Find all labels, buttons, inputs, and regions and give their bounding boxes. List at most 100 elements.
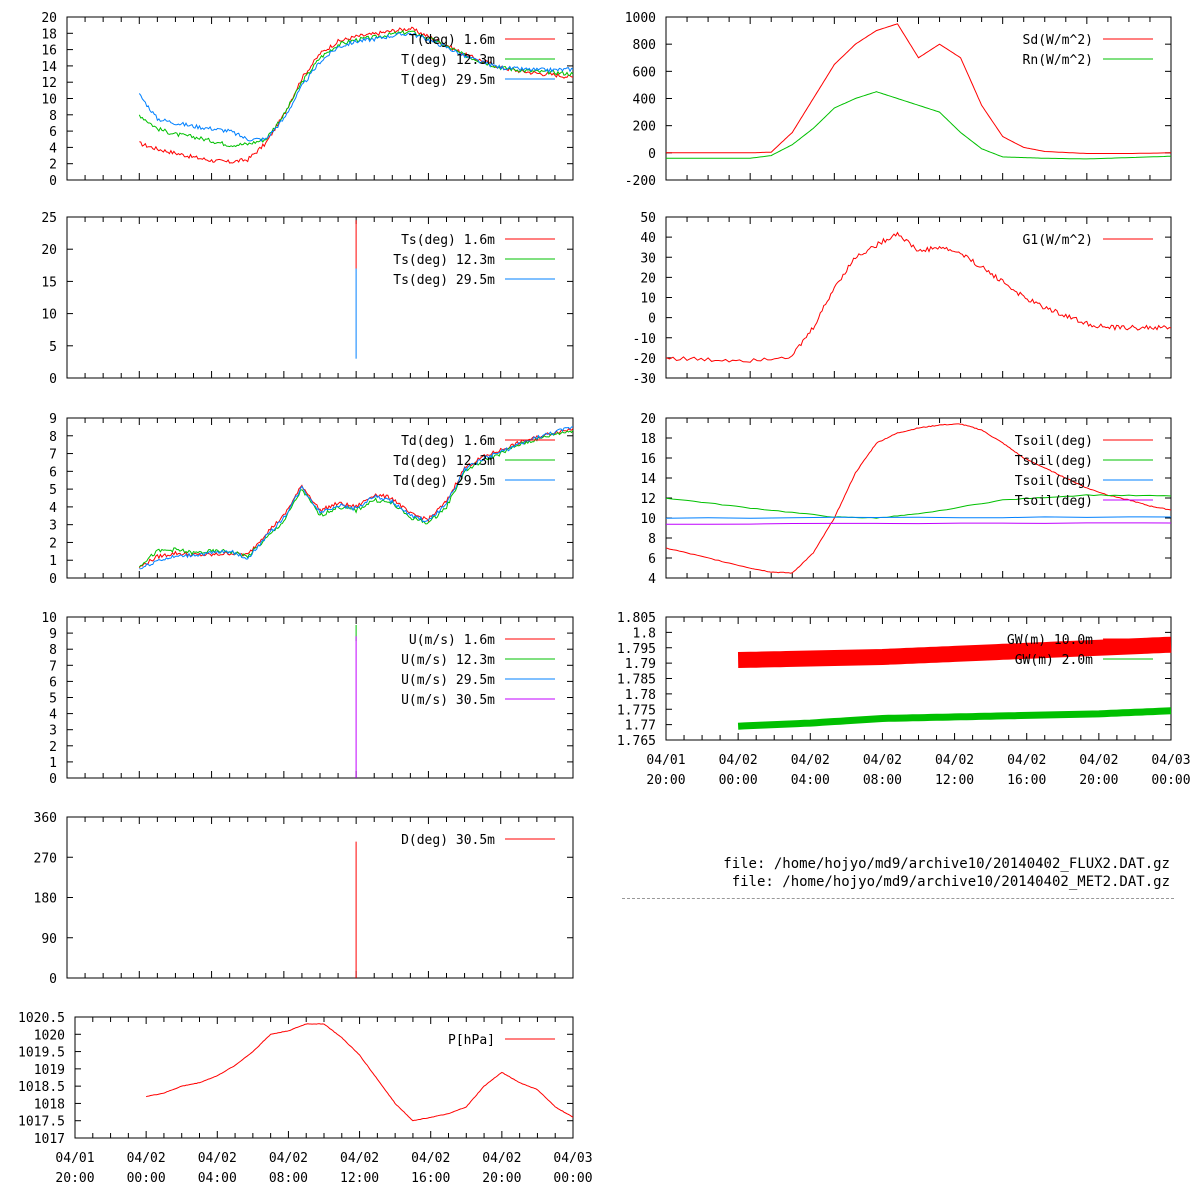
y-tick-label: 9 [49,412,57,427]
y-tick-label: 1.785 [617,673,656,688]
plot-frame [665,417,1172,579]
x-tick-label: 04/03 [553,1151,592,1166]
y-tick-label: 5 [49,692,57,707]
y-tick-label: 3 [49,724,57,739]
x-tick-label: 08:00 [863,773,902,788]
y-tick-label: 12 [640,492,656,507]
x-tick-label: 04:00 [198,1171,237,1186]
legend-label: D(deg) 30.5m [401,833,495,848]
x-tick-label: 12:00 [340,1171,379,1186]
y-tick-label: 90 [41,932,57,947]
y-tick-label: 6 [49,125,57,140]
y-tick-label: 0 [648,147,656,162]
footer-separator [622,898,1174,899]
y-tick-label: 5 [49,483,57,498]
y-tick-label: 1.79 [625,657,656,672]
y-tick-label: 3 [49,519,57,534]
series-line-temp-2 [138,32,574,142]
legend-label: T(deg) 29.5m [401,73,495,88]
legend-label: U(m/s) 12.3m [401,653,495,668]
y-tick-label: 10 [41,93,57,108]
legend-label: T(deg) 12.3m [401,53,495,68]
y-tick-label: -10 [633,332,656,347]
y-tick-label: 1 [49,756,57,771]
y-tick-label: -30 [633,372,656,387]
y-tick-label: 1.805 [617,611,656,626]
x-tick-label: 04/02 [1079,753,1118,768]
x-tick-label: 04/02 [863,753,902,768]
x-tick-label: 04/02 [482,1151,521,1166]
plot-frame [665,216,1172,379]
y-tick-label: 800 [633,38,656,53]
series-line-pres-0 [145,1023,574,1122]
x-tick-label: 16:00 [1007,773,1046,788]
y-tick-label: 360 [34,811,57,826]
panel-gw: 1.7651.771.7751.781.7851.791.7951.81.805… [617,611,1191,788]
legend-label: Tsoil(deg) [1015,434,1093,449]
x-tick-label: 04/02 [411,1151,450,1166]
y-tick-label: 12 [41,76,57,91]
x-tick-label: 20:00 [646,773,685,788]
y-tick-label: 2 [49,158,57,173]
series-line-tsoil-2 [665,516,1172,519]
y-tick-label: 1.795 [617,642,656,657]
y-tick-label: 0 [648,312,656,327]
plot-frame [74,1016,574,1139]
legend-label: T(deg) 1.6m [409,33,495,48]
panel-tsoil: 4 6 8 10 12 14 16 18 20 Tsoil(deg) Tsoil(deg) Tsoil… [640,412,1172,587]
y-tick-label: 40 [640,231,656,246]
x-tick-label: 04/02 [340,1151,379,1166]
y-tick-label: 8 [648,532,656,547]
y-tick-label: 1019.5 [18,1046,65,1061]
legend-label: Rn(W/m^2) [1023,53,1093,68]
y-tick-label: 0 [49,174,57,189]
y-tick-label: 1.765 [617,734,656,749]
x-tick-label: 04/03 [1151,753,1190,768]
legend-label: Ts(deg) 1.6m [401,233,495,248]
series-line-td-2 [139,426,574,570]
x-tick-label: 00:00 [553,1171,592,1186]
series-line-gw-0 [737,636,1172,668]
y-tick-label: 8 [49,643,57,658]
y-tick-label: 6 [49,465,57,480]
source-file-line-1: file: /home/hojyo/md9/archive10/20140402… [723,856,1170,872]
y-tick-label: 1017 [34,1132,65,1147]
series-line-temp-0 [139,26,574,164]
y-tick-label: 10 [640,292,656,307]
x-tick-label: 20:00 [482,1171,521,1186]
y-tick-label: 4 [49,141,57,156]
legend-label: Sd(W/m^2) [1023,33,1093,48]
legend-label: U(m/s) 30.5m [401,693,495,708]
x-tick-label: 00:00 [1151,773,1190,788]
y-tick-label: 15 [41,275,57,290]
legend-label: Tsoil(deg) [1015,474,1093,489]
y-tick-label: 1.77 [625,719,656,734]
x-tick-label: 20:00 [1079,773,1118,788]
legend-label: U(m/s) 1.6m [409,633,495,648]
y-tick-label: 4 [49,708,57,723]
panel-pres: 1017 1017.5 1018 1018.5 1019 1019.5 1020 1020.5… [18,1011,593,1186]
series-line-gw-1 [737,707,1172,730]
x-tick-label: 04/01 [55,1151,94,1166]
source-file-line-2: file: /home/hojyo/md9/archive10/20140402… [731,874,1170,890]
y-tick-label: 1.775 [617,703,656,718]
y-tick-label: 1000 [625,11,656,26]
y-tick-label: -200 [625,174,656,189]
x-tick-label: 04/02 [719,753,758,768]
y-tick-label: 18 [41,27,57,42]
x-tick-label: 04/02 [791,753,830,768]
y-tick-label: 1018 [34,1097,65,1112]
y-tick-label: 25 [41,211,57,226]
series-line-td-0 [138,428,574,569]
y-tick-label: 5 [49,340,57,355]
y-tick-label: 6 [49,675,57,690]
y-tick-label: 1019 [34,1063,65,1078]
plot-frame [66,16,574,181]
legend-label: Td(deg) 29.5m [393,474,495,489]
y-tick-label: 0 [49,972,57,987]
x-tick-label: 00:00 [719,773,758,788]
legend-label: G1(W/m^2) [1023,233,1093,248]
